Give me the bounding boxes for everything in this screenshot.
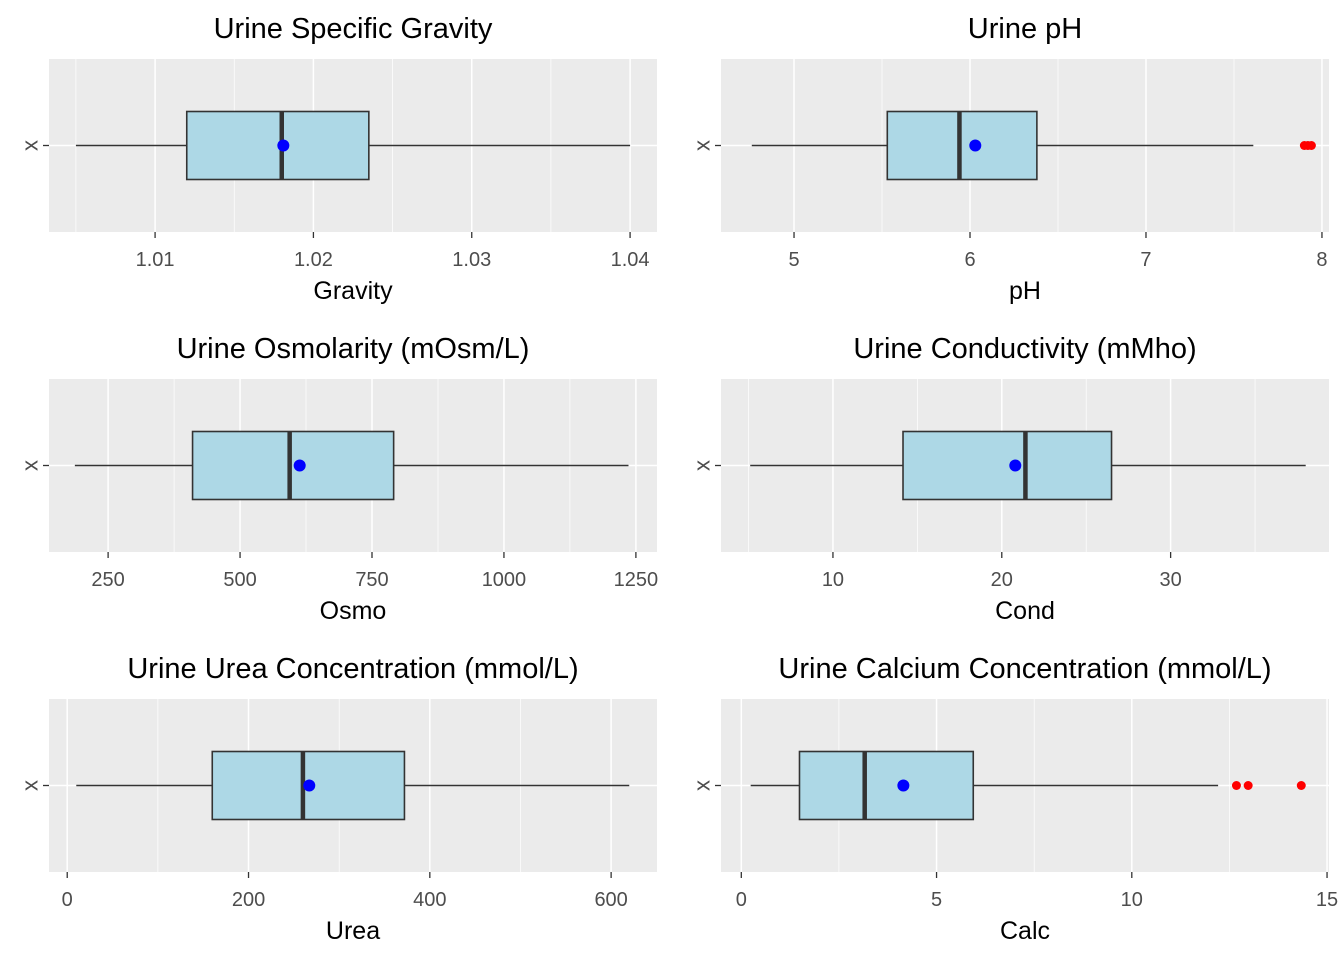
iqr-box [798, 750, 975, 821]
panel-title: Urine pH [968, 13, 1082, 45]
x-tick-label: 0 [62, 889, 73, 911]
x-tick-label: 600 [594, 889, 627, 911]
panel-title: Urine Specific Gravity [214, 13, 493, 45]
x-axis-label: Gravity [313, 277, 393, 305]
outlier-point [1306, 141, 1316, 150]
y-category-label: x [18, 140, 43, 151]
x-tick-label: 400 [413, 889, 446, 911]
y-category-label: x [18, 780, 43, 791]
outlier-point [1231, 781, 1241, 790]
x-tick-label: 20 [991, 569, 1013, 591]
x-tick-label: 250 [91, 569, 124, 591]
x-tick-label: 200 [232, 889, 265, 911]
x-tick-label: 8 [1316, 249, 1327, 271]
panel-title: Urine Conductivity (mMho) [853, 333, 1196, 365]
panel-gravity: Urine Specific Gravity 1.01 1.02 1.03 1.04 x G… [18, 13, 657, 305]
iqr-box [902, 430, 1113, 501]
panel-calc: Urine Calcium Concentration (mmol/L) 0 5 10… [690, 653, 1339, 945]
iqr-box [886, 110, 1038, 181]
x-tick-label: 0 [736, 889, 747, 911]
x-axis-label: Urea [326, 917, 380, 945]
iqr-box [191, 430, 395, 501]
x-axis-label: Osmo [320, 597, 387, 625]
x-tick-label: 10 [822, 569, 844, 591]
x-tick-label: 1.02 [294, 249, 333, 271]
panel-cond: Urine Conductivity (mMho) 10 20 30 x Cond [690, 333, 1329, 625]
mean-point [293, 459, 306, 472]
x-tick-label: 30 [1160, 569, 1182, 591]
mean-point [897, 779, 910, 792]
mean-point [1009, 459, 1022, 472]
panel-title: Urine Calcium Concentration (mmol/L) [778, 653, 1271, 685]
outlier-point [1296, 781, 1306, 790]
x-tick-label: 1.04 [611, 249, 650, 271]
mean-point [969, 139, 982, 152]
x-tick-label: 500 [223, 569, 256, 591]
panel-ph: Urine pH 5 6 7 8 x pH [690, 13, 1329, 305]
x-tick-label: 5 [931, 889, 942, 911]
y-category-label: x [18, 460, 43, 471]
panel-urea: Urine Urea Concentration (mmol/L) 0 200 400… [18, 653, 657, 945]
mean-point [303, 779, 316, 792]
x-tick-label: 15 [1316, 889, 1338, 911]
y-category-label: x [690, 140, 715, 151]
x-tick-label: 1250 [614, 569, 659, 591]
y-category-label: x [690, 780, 715, 791]
outlier-point [1243, 781, 1253, 790]
y-category-label: x [690, 460, 715, 471]
mean-point [277, 139, 290, 152]
panel-title: Urine Urea Concentration (mmol/L) [127, 653, 578, 685]
x-tick-label: 750 [355, 569, 388, 591]
x-tick-label: 1.01 [136, 249, 175, 271]
x-tick-label: 1000 [482, 569, 527, 591]
x-axis-label: pH [1009, 277, 1041, 305]
panel-title: Urine Osmolarity (mOsm/L) [177, 333, 530, 365]
x-tick-label: 1.03 [452, 249, 491, 271]
x-tick-label: 10 [1121, 889, 1143, 911]
x-tick-label: 6 [964, 249, 975, 271]
panel-osmo: Urine Osmolarity (mOsm/L) 250 500 750 1000 12… [18, 333, 659, 625]
x-axis-label: Calc [1000, 917, 1050, 945]
x-axis-label: Cond [995, 597, 1055, 625]
x-tick-label: 5 [788, 249, 799, 271]
x-tick-label: 7 [1140, 249, 1151, 271]
